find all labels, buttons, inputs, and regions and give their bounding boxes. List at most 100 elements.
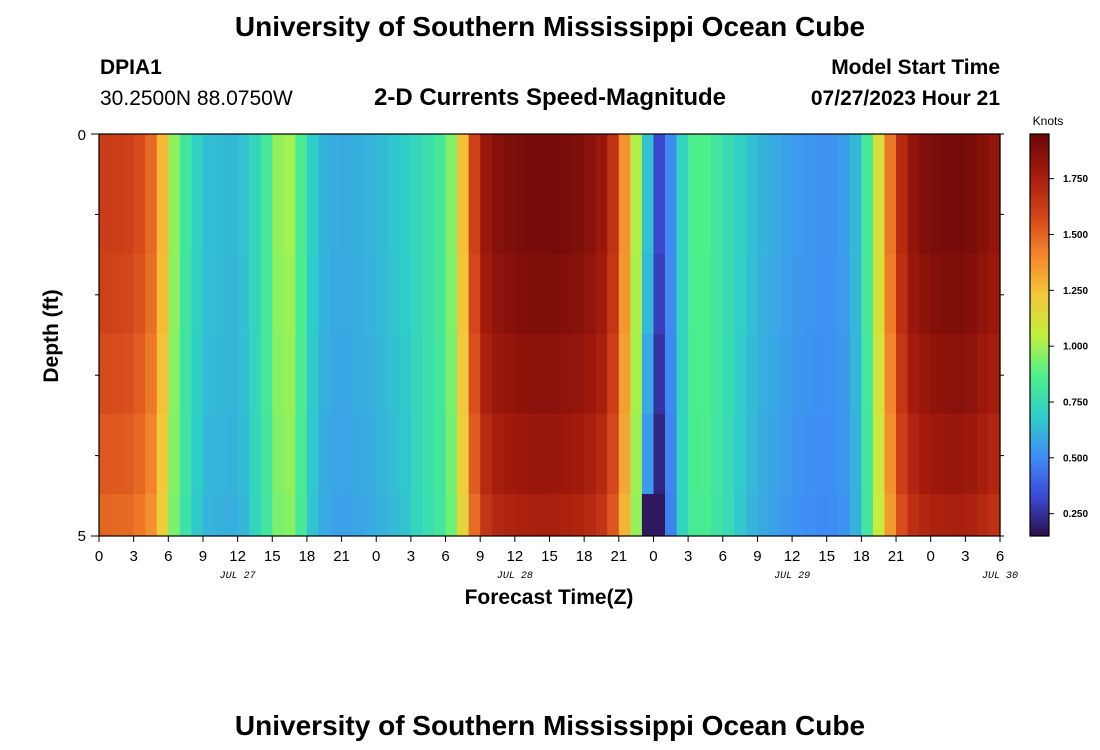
heatmap-cell: [202, 254, 216, 334]
heatmap-cell: [676, 494, 689, 536]
heatmap-cell: [122, 254, 135, 334]
heatmap-cell: [330, 334, 343, 414]
y-tick-label-5: 5: [78, 528, 86, 545]
heatmap-cell: [503, 334, 516, 414]
heatmap-cell: [99, 334, 112, 414]
heatmap-cell: [122, 174, 135, 254]
heatmap-cell: [572, 494, 585, 536]
heatmap-cell: [122, 494, 135, 536]
heatmap-cell: [214, 254, 227, 334]
x-axis-label: Forecast Time(Z): [465, 586, 634, 609]
heatmap-cell: [896, 134, 909, 174]
heatmap-cell: [757, 174, 770, 254]
x-tick-label: 9: [199, 548, 207, 565]
heatmap-cell: [226, 254, 239, 334]
model-start-label: Model Start Time: [831, 56, 1000, 79]
heatmap-cell: [595, 334, 608, 414]
heatmap-cell: [306, 414, 320, 494]
heatmap-cell: [514, 254, 527, 334]
heatmap-cell: [711, 334, 724, 414]
heatmap-cell: [353, 174, 366, 254]
heatmap-cell: [907, 254, 920, 334]
heatmap-cell: [549, 414, 562, 494]
heatmap-cell: [306, 494, 320, 536]
heatmap-cell: [734, 174, 747, 254]
heatmap-cell: [965, 494, 978, 536]
heatmap-cell: [283, 174, 296, 254]
colorbar-tick-label: 1.500: [1063, 230, 1088, 241]
heatmap-cell: [919, 254, 932, 334]
heatmap-cell: [376, 134, 389, 174]
heatmap-cell: [676, 334, 689, 414]
heatmap-cell: [306, 254, 320, 334]
heatmap-cell: [976, 254, 990, 334]
heatmap-cell: [653, 134, 666, 174]
heatmap-cell: [526, 254, 539, 334]
heatmap-cell: [260, 414, 273, 494]
heatmap-cell: [803, 174, 816, 254]
colorbar-tick-label: 0.500: [1063, 453, 1088, 464]
heatmap-cell: [849, 494, 862, 536]
heatmap-cell: [953, 254, 966, 334]
heatmap-cell: [942, 334, 955, 414]
heatmap-cell: [630, 494, 643, 536]
heatmap-cell: [191, 174, 204, 254]
heatmap-cell: [168, 134, 181, 174]
heatmap-cell: [745, 174, 759, 254]
heatmap-cell: [907, 134, 920, 174]
heatmap-cell: [122, 334, 135, 414]
heatmap-cell: [122, 134, 135, 174]
x-tick-label: 15: [818, 548, 835, 565]
heatmap-cell: [768, 254, 782, 334]
heatmap-cell: [711, 174, 724, 254]
heatmap-cell: [191, 254, 204, 334]
heatmap-cell: [896, 334, 909, 414]
x-date-label: JUL 30: [982, 571, 1018, 582]
heatmap-cell: [549, 254, 562, 334]
heatmap-cell: [965, 134, 978, 174]
heatmap-cell: [595, 254, 608, 334]
heatmap-cell: [237, 414, 250, 494]
heatmap-cell: [318, 134, 331, 174]
heatmap-cell: [722, 134, 735, 174]
heatmap-cell: [260, 494, 273, 536]
heatmap-cell: [214, 134, 227, 174]
heatmap-cell: [595, 494, 608, 536]
heatmap-cell: [561, 414, 574, 494]
heatmap-cell: [965, 334, 978, 414]
heatmap-cell: [318, 414, 331, 494]
heatmap-cell: [399, 174, 412, 254]
heatmap-cell: [410, 134, 424, 174]
heatmap-cell: [872, 494, 886, 536]
heatmap-cell: [133, 334, 146, 414]
heatmap-cell: [457, 414, 470, 494]
heatmap-cell: [457, 134, 470, 174]
x-tick-label: 6: [719, 548, 727, 565]
heatmap-cell: [491, 134, 504, 174]
heatmap-cell: [665, 414, 678, 494]
heatmap-cell: [514, 174, 527, 254]
heatmap-cell: [930, 414, 943, 494]
heatmap-cell: [665, 334, 678, 414]
heatmap-cell: [514, 134, 527, 174]
heatmap-cell: [133, 174, 146, 254]
heatmap-cell: [330, 494, 343, 536]
heatmap-cell: [838, 254, 851, 334]
heatmap-cell: [607, 494, 620, 536]
heatmap-cell: [237, 334, 250, 414]
heatmap-cell: [387, 334, 400, 414]
heatmap-cell: [110, 414, 123, 494]
heatmap-cell: [953, 134, 966, 174]
heatmap-cell: [537, 254, 551, 334]
heatmap-cell: [641, 414, 655, 494]
heatmap-cell: [214, 334, 227, 414]
heatmap-cell: [306, 134, 320, 174]
chart-subtitle: 2-D Currents Speed-Magnitude: [374, 84, 726, 111]
heatmap-cell: [803, 414, 816, 494]
heatmap-cell: [422, 334, 435, 414]
heatmap-cell: [630, 174, 643, 254]
heatmap-cell: [133, 494, 146, 536]
heatmap-cell: [653, 334, 666, 414]
heatmap-cell: [561, 134, 574, 174]
heatmap-cell: [179, 174, 193, 254]
